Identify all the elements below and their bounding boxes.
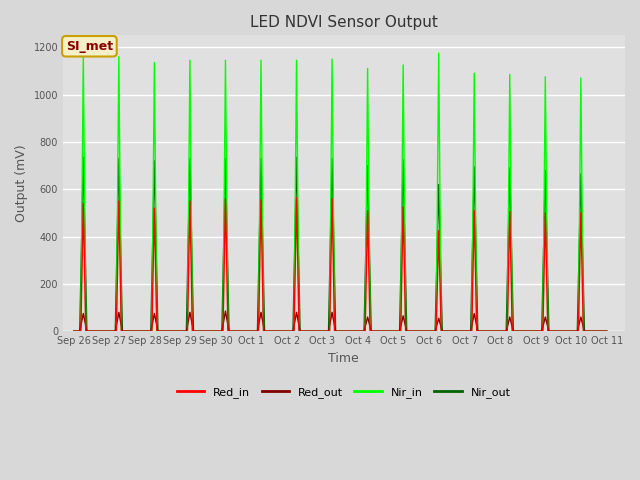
Nir_out — [70, 328, 77, 334]
Nir_out — [141, 328, 149, 334]
Nir_in — [292, 57, 300, 63]
Line: Red_out: Red_out — [74, 311, 607, 331]
Red_in — [603, 328, 611, 334]
Line: Nir_in: Nir_in — [74, 53, 607, 331]
Nir_out — [296, 328, 304, 334]
Nir_in — [70, 328, 78, 334]
Red_in — [587, 328, 595, 334]
Nir_out — [587, 328, 595, 334]
Nir_in — [461, 328, 468, 334]
Red_in — [461, 328, 468, 334]
Red_in — [70, 328, 78, 334]
Y-axis label: Output (mV): Output (mV) — [15, 144, 28, 222]
Red_out — [587, 328, 595, 334]
Nir_out — [70, 328, 78, 334]
Red_out — [296, 328, 304, 334]
Red_out — [70, 328, 77, 334]
Red_out — [70, 328, 78, 334]
Red_out — [603, 328, 611, 334]
Line: Nir_out: Nir_out — [74, 157, 607, 331]
Red_in — [461, 328, 468, 334]
Nir_out — [461, 328, 468, 334]
Nir_in — [141, 328, 148, 334]
Nir_in — [587, 328, 595, 334]
Legend: Red_in, Red_out, Nir_in, Nir_out: Red_in, Red_out, Nir_in, Nir_out — [172, 383, 515, 403]
Red_out — [461, 328, 468, 334]
Red_out — [221, 308, 229, 314]
Nir_out — [603, 328, 611, 334]
Text: SI_met: SI_met — [66, 40, 113, 53]
Line: Red_in: Red_in — [74, 197, 607, 331]
Nir_in — [461, 328, 468, 334]
Title: LED NDVI Sensor Output: LED NDVI Sensor Output — [250, 15, 438, 30]
Nir_out — [79, 155, 87, 160]
Nir_out — [461, 328, 468, 334]
Red_out — [461, 328, 468, 334]
Red_in — [141, 328, 148, 334]
Nir_in — [603, 328, 611, 334]
X-axis label: Time: Time — [328, 352, 359, 365]
Red_in — [295, 328, 303, 334]
Red_out — [141, 328, 148, 334]
Red_in — [70, 328, 77, 334]
Nir_in — [70, 328, 77, 334]
Nir_in — [435, 50, 442, 56]
Red_in — [292, 194, 300, 200]
